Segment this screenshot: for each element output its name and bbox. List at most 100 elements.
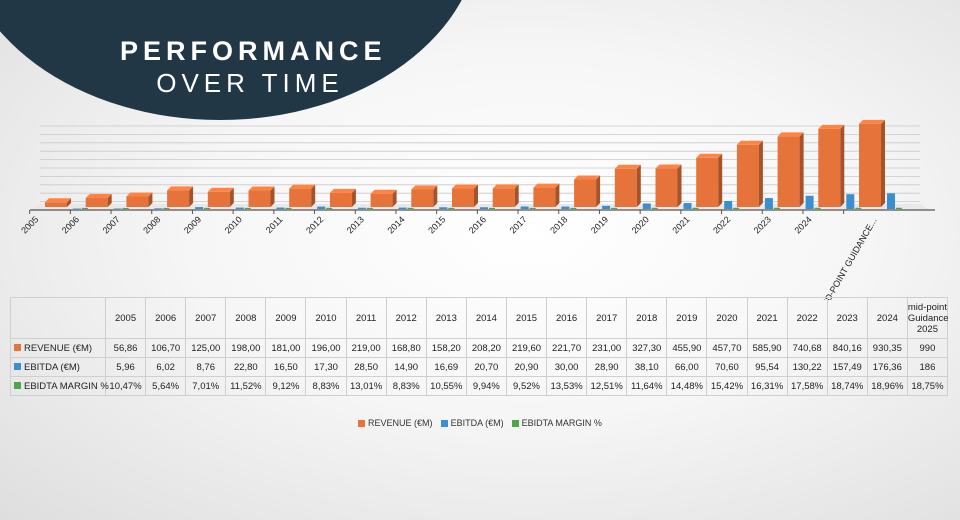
x-tick-label: 2023 bbox=[752, 214, 773, 235]
table-header-cell: 2014 bbox=[465, 297, 507, 339]
table-cell: 11,64% bbox=[626, 376, 668, 396]
table-header-cell: 2011 bbox=[345, 297, 387, 339]
revenue-bar bbox=[126, 196, 149, 207]
revenue-bar-top bbox=[207, 187, 234, 192]
revenue-bar-top bbox=[126, 192, 153, 197]
table-cell: 18,74% bbox=[826, 376, 868, 396]
ebitda-bar bbox=[113, 208, 122, 209]
table-cell: 208,20 bbox=[465, 338, 507, 358]
revenue-bar-side bbox=[392, 189, 397, 207]
revenue-bar-top bbox=[859, 119, 885, 124]
table-cell: 16,31% bbox=[746, 376, 788, 396]
revenue-bar-top bbox=[329, 188, 356, 193]
revenue-bar-top bbox=[736, 140, 763, 145]
x-tick-label: 2008 bbox=[141, 214, 162, 235]
margin-bar bbox=[529, 207, 536, 209]
revenue-bar-side bbox=[636, 164, 641, 207]
revenue-bar bbox=[248, 190, 271, 207]
x-tick-label: 2006 bbox=[60, 214, 81, 235]
table-cell: 22,80 bbox=[225, 357, 267, 377]
margin-bar bbox=[163, 207, 170, 209]
margin-bar bbox=[326, 207, 333, 209]
x-tick-label: MID-POINT GUIDANCE... bbox=[818, 216, 879, 300]
table-cell: 198,00 bbox=[225, 338, 267, 358]
revenue-bar-side bbox=[311, 184, 316, 207]
x-tick-label: 2017 bbox=[508, 214, 529, 235]
revenue-bar-top bbox=[777, 132, 804, 137]
table-header-cell: 2019 bbox=[666, 297, 708, 339]
x-tick-label: 2012 bbox=[304, 214, 325, 235]
margin-bar bbox=[896, 207, 902, 209]
margin-bar bbox=[122, 207, 129, 209]
revenue-bar-side bbox=[799, 132, 804, 207]
revenue-bar-top bbox=[452, 184, 478, 189]
row-label-text: REVENUE (€M) bbox=[24, 342, 93, 354]
table-cell: 196,00 bbox=[305, 338, 347, 358]
revenue-bar-side bbox=[718, 153, 723, 207]
table-cell: 9,12% bbox=[265, 376, 307, 396]
x-tick-label: 2009 bbox=[182, 214, 203, 235]
revenue-bar-top bbox=[655, 164, 682, 169]
table-cell: 28,50 bbox=[345, 357, 387, 377]
legend-item: EBITDA (€M) bbox=[440, 418, 504, 428]
table-header-cell: 2023 bbox=[826, 297, 868, 339]
ebitda-bar bbox=[398, 207, 407, 209]
revenue-bar-side bbox=[148, 192, 153, 207]
ebitda-bar bbox=[276, 207, 285, 209]
revenue-bar-top bbox=[85, 194, 112, 199]
legend-swatch bbox=[358, 420, 366, 428]
revenue-bar-side bbox=[433, 185, 438, 207]
ebitda-bar bbox=[683, 203, 692, 209]
table-header-cell: 2012 bbox=[385, 297, 427, 339]
row-label-text: EBIDTA MARGIN % bbox=[24, 380, 109, 392]
x-tick-label: 2014 bbox=[385, 214, 406, 235]
table-cell: 14,48% bbox=[666, 376, 708, 396]
table-cell: 130,22 bbox=[786, 357, 828, 377]
margin-bar bbox=[773, 207, 780, 209]
ebitda-bar bbox=[195, 207, 204, 209]
ebitda-bar bbox=[480, 207, 488, 209]
margin-bar bbox=[651, 207, 658, 209]
table-cell: 56,86 bbox=[104, 338, 147, 358]
table-cell: 30,00 bbox=[546, 357, 588, 377]
revenue-bar-top bbox=[533, 183, 560, 188]
x-tick-label: 2022 bbox=[711, 214, 732, 235]
margin-bar bbox=[407, 207, 414, 209]
ebitda-bar bbox=[561, 206, 570, 209]
x-tick-label: 2015 bbox=[426, 214, 447, 235]
ebitda-bar bbox=[357, 207, 366, 209]
page-subtitle: OVER TIME bbox=[156, 68, 344, 98]
legend-swatch bbox=[511, 420, 519, 428]
revenue-bar-top bbox=[492, 184, 519, 189]
table-header-cell: 2008 bbox=[225, 297, 267, 339]
table-header-cell: 2010 bbox=[305, 297, 347, 339]
table-cell: 7,01% bbox=[185, 376, 227, 396]
x-tick-label: 2020 bbox=[630, 214, 651, 235]
table-cell: 740,68 bbox=[786, 338, 828, 358]
table-header-cell: 2005 bbox=[104, 297, 147, 339]
table-cell: 231,00 bbox=[586, 338, 628, 358]
revenue-bar-side bbox=[270, 186, 275, 207]
x-tick-label: 2018 bbox=[548, 214, 569, 235]
revenue-bar-top bbox=[614, 164, 641, 169]
ebitda-bar bbox=[439, 207, 448, 209]
table-cell: 17,58% bbox=[786, 376, 828, 396]
ebitda-bar bbox=[642, 203, 651, 209]
table-cell: 12,51% bbox=[586, 376, 628, 396]
revenue-bar-side bbox=[189, 186, 194, 207]
table-header-cell: 2017 bbox=[586, 297, 628, 339]
revenue-bar-side bbox=[107, 194, 112, 207]
table-header-cell: 2020 bbox=[706, 297, 748, 339]
table-cell: 70,60 bbox=[706, 357, 748, 377]
revenue-bar-top bbox=[696, 153, 723, 158]
table-header-cell: 2018 bbox=[626, 297, 668, 339]
table-cell: 8,83% bbox=[305, 376, 347, 396]
legend-item: REVENUE (€M) bbox=[358, 418, 433, 428]
table-cell: 6,02 bbox=[145, 357, 187, 377]
revenue-bar bbox=[452, 188, 474, 207]
table-header-cell: 2006 bbox=[145, 297, 187, 339]
x-tick-label: 2005 bbox=[19, 214, 40, 235]
revenue-bar-side bbox=[596, 175, 601, 207]
table-cell: 14,90 bbox=[385, 357, 427, 377]
row-label: EBIDTA MARGIN % bbox=[10, 376, 109, 396]
